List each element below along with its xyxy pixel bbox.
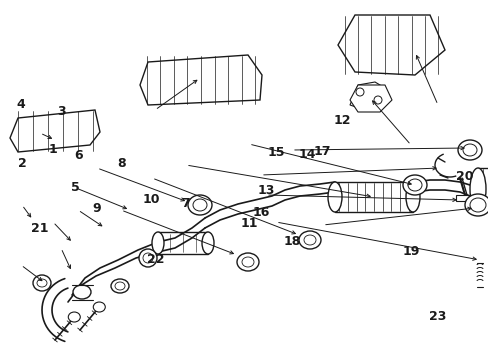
Polygon shape [140, 55, 262, 105]
Ellipse shape [405, 182, 419, 212]
Ellipse shape [402, 175, 426, 195]
Ellipse shape [242, 257, 253, 267]
Ellipse shape [73, 285, 91, 299]
Ellipse shape [193, 199, 206, 211]
Ellipse shape [152, 232, 163, 254]
Text: 13: 13 [257, 184, 275, 197]
Ellipse shape [111, 279, 129, 293]
Bar [334, 182, 412, 212]
Text: 1: 1 [48, 143, 57, 156]
Ellipse shape [355, 88, 363, 96]
Text: 19: 19 [401, 246, 419, 258]
Ellipse shape [469, 198, 485, 212]
Polygon shape [337, 15, 444, 75]
Text: 8: 8 [117, 157, 125, 170]
Bar [158, 232, 207, 254]
Ellipse shape [373, 96, 381, 104]
Text: 23: 23 [428, 310, 446, 323]
Ellipse shape [37, 279, 47, 287]
Polygon shape [349, 82, 384, 110]
Text: 11: 11 [240, 217, 258, 230]
Ellipse shape [327, 182, 341, 212]
Ellipse shape [469, 168, 485, 210]
Text: 15: 15 [267, 147, 285, 159]
Ellipse shape [462, 144, 476, 156]
Text: 5: 5 [71, 181, 80, 194]
Text: 6: 6 [74, 149, 82, 162]
Text: 20: 20 [455, 170, 472, 183]
Text: 7: 7 [181, 197, 190, 210]
Text: 4: 4 [16, 98, 25, 111]
Ellipse shape [407, 179, 421, 191]
Ellipse shape [237, 253, 259, 271]
Bar [455, 195, 469, 201]
Ellipse shape [139, 249, 157, 267]
Text: 12: 12 [333, 114, 350, 127]
Text: 2: 2 [18, 157, 26, 170]
Ellipse shape [187, 195, 212, 215]
Ellipse shape [298, 231, 320, 249]
Ellipse shape [304, 235, 315, 245]
Bar [477, 168, 488, 210]
Text: 10: 10 [142, 193, 160, 206]
Text: 18: 18 [283, 235, 301, 248]
Text: 22: 22 [146, 253, 164, 266]
Ellipse shape [115, 282, 125, 290]
Text: 14: 14 [298, 148, 315, 161]
Ellipse shape [93, 302, 105, 312]
Polygon shape [10, 110, 100, 152]
Text: 17: 17 [313, 145, 331, 158]
Ellipse shape [33, 275, 51, 291]
Ellipse shape [202, 232, 214, 254]
Text: 21: 21 [31, 222, 49, 235]
Text: 3: 3 [57, 105, 65, 118]
Ellipse shape [457, 140, 481, 160]
Text: 16: 16 [252, 206, 270, 219]
Polygon shape [349, 85, 391, 112]
Ellipse shape [68, 312, 80, 322]
Ellipse shape [464, 194, 488, 216]
Text: 9: 9 [92, 202, 101, 215]
Ellipse shape [142, 253, 153, 263]
